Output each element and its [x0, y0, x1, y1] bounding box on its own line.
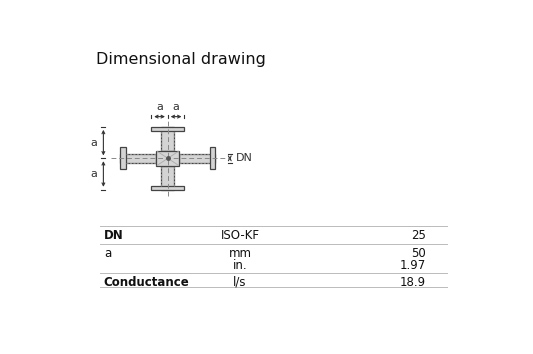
- Text: 1.97: 1.97: [400, 259, 426, 272]
- Text: a: a: [91, 169, 98, 179]
- Bar: [151, 186, 184, 190]
- Text: in.: in.: [233, 259, 247, 272]
- Text: DN: DN: [236, 153, 253, 163]
- Bar: [161, 127, 174, 151]
- Text: a: a: [173, 102, 180, 112]
- Bar: [210, 147, 215, 169]
- Text: mm: mm: [229, 247, 252, 260]
- Text: DN: DN: [104, 229, 124, 242]
- Bar: [180, 154, 215, 163]
- Text: 18.9: 18.9: [400, 276, 426, 289]
- Text: a: a: [156, 102, 163, 112]
- Text: Dimensional drawing: Dimensional drawing: [95, 52, 265, 67]
- Text: ISO-KF: ISO-KF: [221, 229, 260, 242]
- Bar: [120, 147, 126, 169]
- Text: a: a: [91, 138, 98, 148]
- Text: 50: 50: [411, 247, 426, 260]
- Text: Conductance: Conductance: [104, 276, 190, 289]
- Text: a: a: [104, 247, 111, 260]
- Bar: [151, 127, 184, 131]
- Text: l/s: l/s: [233, 276, 247, 289]
- Bar: [156, 151, 180, 166]
- Bar: [161, 166, 174, 190]
- Bar: [120, 154, 156, 163]
- Text: 25: 25: [411, 229, 426, 242]
